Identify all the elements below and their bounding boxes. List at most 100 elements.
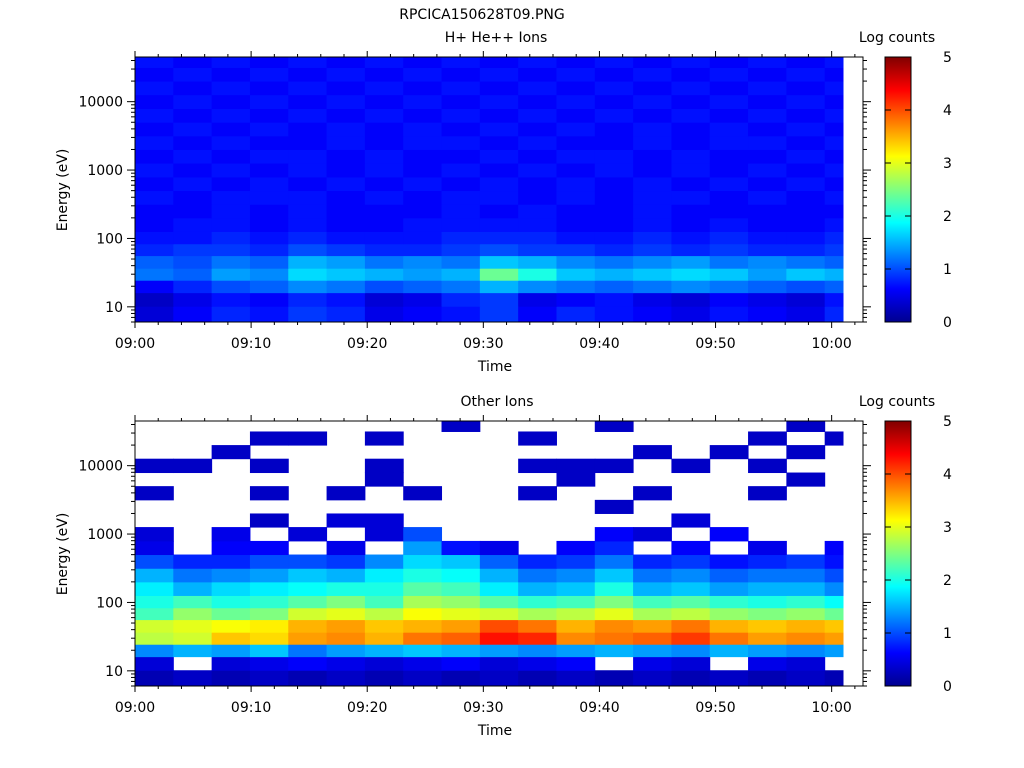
heatmap-cell (441, 554, 481, 569)
heatmap-cell (326, 190, 366, 205)
colorbar-tick-label: 0 (943, 679, 952, 695)
heatmap-cell (479, 656, 519, 671)
heatmap-cell (556, 472, 596, 487)
heatmap-cell (786, 292, 826, 307)
heatmap-cell (135, 204, 174, 219)
heatmap-cell (824, 94, 844, 110)
heatmap-cell (288, 176, 328, 192)
heatmap-cell (326, 540, 366, 556)
heatmap-cell (135, 135, 174, 150)
heatmap-cell (786, 81, 826, 96)
heatmap-cell (709, 554, 749, 569)
heatmap-cell (403, 644, 443, 658)
colorbar-label: Log counts (859, 394, 935, 410)
heatmap-cell (135, 527, 174, 542)
heatmap-cell (786, 568, 826, 583)
heatmap-cell (518, 268, 557, 281)
heatmap-cell (518, 94, 557, 110)
plot-frame (134, 56, 864, 323)
heatmap-cell (326, 81, 366, 96)
heatmap-cell (786, 176, 826, 192)
heatmap-cell (594, 644, 634, 658)
heatmap-cell (748, 57, 787, 68)
heatmap-cell (403, 149, 443, 164)
x-tick-label: 10:00 (811, 336, 851, 352)
heatmap-cell (748, 486, 787, 501)
heatmap-cell (211, 632, 251, 645)
x-tick-label: 09:50 (695, 700, 735, 716)
heatmap-cell (709, 280, 749, 294)
heatmap-cell (364, 94, 404, 110)
heatmap-cell (403, 619, 443, 633)
heatmap-cell (249, 108, 289, 123)
heatmap-cell (748, 607, 787, 621)
heatmap-cell (709, 190, 749, 205)
heatmap-cell (211, 204, 251, 219)
heatmap-cell (518, 217, 557, 232)
heatmap-cell (594, 568, 634, 583)
heatmap-cell (824, 607, 844, 621)
heatmap-cell (211, 607, 251, 621)
heatmap-cell (479, 204, 519, 219)
heatmap-cell (824, 149, 844, 164)
heatmap-cell (211, 163, 251, 178)
heatmap-cell (786, 280, 826, 294)
heatmap-cell (556, 568, 596, 583)
heatmap-cell (288, 149, 328, 164)
heatmap-cell (211, 656, 251, 671)
heatmap-cell (364, 280, 404, 294)
heatmap-cell (709, 217, 749, 232)
heatmap-cell (709, 176, 749, 192)
heatmap-cell (518, 581, 557, 596)
heatmap-cell (824, 595, 844, 609)
heatmap-cell (173, 632, 213, 645)
heatmap-cell (135, 108, 174, 123)
heatmap-cell (633, 57, 672, 68)
heatmap-cell (441, 243, 481, 257)
heatmap-cell (671, 292, 711, 307)
heatmap-cell (441, 122, 481, 137)
heatmap-cell (173, 292, 213, 307)
heatmap-cell (211, 268, 251, 281)
heatmap-cell (594, 135, 634, 150)
heatmap-cell (479, 632, 519, 645)
heatmap-cell (441, 306, 481, 323)
heatmap-cell (135, 656, 174, 671)
heatmap-cell (326, 656, 366, 671)
heatmap-cell (633, 255, 672, 269)
heatmap-cell (594, 280, 634, 294)
heatmap-cell (135, 57, 174, 68)
x-tick-label: 09:30 (463, 336, 503, 352)
heatmap-cell (479, 217, 519, 232)
heatmap-cell (518, 255, 557, 269)
heatmap-cell (249, 431, 289, 446)
heatmap-cell (364, 81, 404, 96)
heatmap-cell (288, 163, 328, 178)
heatmap-cell (326, 607, 366, 621)
heatmap-cell (135, 670, 174, 687)
heatmap-cell (364, 292, 404, 307)
heatmap-cell (786, 190, 826, 205)
heatmap-cell (709, 581, 749, 596)
heatmap-cell (748, 81, 787, 96)
heatmap-cell (173, 149, 213, 164)
heatmap-cell (441, 57, 481, 68)
heatmap-cell (594, 217, 634, 232)
heatmap-cell (556, 670, 596, 687)
heatmap-cell (556, 306, 596, 323)
heatmap-cell (326, 204, 366, 219)
heatmap-cell (518, 163, 557, 178)
heatmap-cell (135, 149, 174, 164)
heatmap-cell (173, 670, 213, 687)
heatmap-cell (594, 81, 634, 96)
heatmap-cell (709, 268, 749, 281)
heatmap-cell (518, 619, 557, 633)
heatmap-cell (594, 292, 634, 307)
heatmap-cell (594, 149, 634, 164)
heatmap-cell (556, 231, 596, 245)
heatmap-cell (135, 581, 174, 596)
heatmap-cell (364, 431, 404, 446)
heatmap-cell (135, 217, 174, 232)
heatmap-cell (403, 595, 443, 609)
